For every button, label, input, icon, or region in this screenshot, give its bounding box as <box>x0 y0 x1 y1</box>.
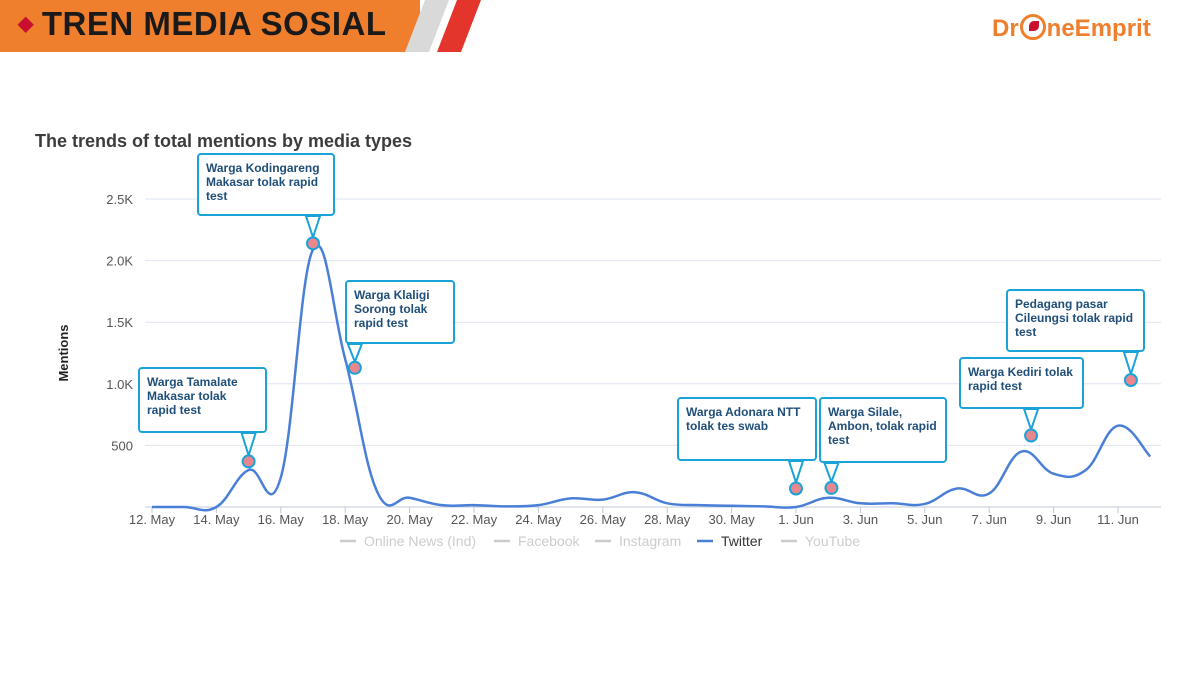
callout-pointer <box>304 215 322 241</box>
callout-box: Warga Adonara NTT tolak tes swab <box>677 397 817 461</box>
x-tick-label: 11. Jun <box>1097 512 1139 527</box>
x-tick-label: 9. Jun <box>1036 512 1071 527</box>
x-tick-label: 5. Jun <box>907 512 942 527</box>
legend-item-label[interactable]: Facebook <box>518 533 580 549</box>
page-title: ◆ TREN MEDIA SOSIAL <box>18 5 387 43</box>
legend-item-label[interactable]: Instagram <box>619 533 681 549</box>
y-tick-labels: 500 1.0K 1.5K 2.0K 2.5K <box>106 192 133 453</box>
x-tick-label: 18. May <box>322 512 369 527</box>
x-tick-label: 3. Jun <box>843 512 878 527</box>
callout-pointer <box>1022 408 1040 433</box>
x-tick-labels: 12. May 14. May 16. May 18. May 20. May 22. M… <box>129 512 1139 527</box>
logo-drone-icon <box>1019 14 1046 40</box>
callout-box: Warga Silale, Ambon, tolak rapid test <box>819 397 947 463</box>
annotation-marker <box>824 480 839 495</box>
annotation-marker <box>347 360 362 375</box>
callout-box: Warga Klaligi Sorong tolak rapid test <box>345 280 455 344</box>
annotation-marker <box>789 481 803 496</box>
x-tick-label: 12. May <box>129 512 176 527</box>
y-tick-label: 500 <box>111 438 133 453</box>
legend-item-label[interactable]: YouTube <box>805 533 860 549</box>
callout-pointer <box>346 343 364 365</box>
page-title-text: TREN MEDIA SOSIAL <box>41 5 387 42</box>
x-tick-label: 30. May <box>708 512 755 527</box>
callout-pointer <box>1122 351 1140 378</box>
logo: Dr neEmprit <box>992 14 1151 43</box>
x-tick-label: 7. Jun <box>971 512 1006 527</box>
x-tick-label: 16. May <box>258 512 305 527</box>
y-tick-label: 1.0K <box>106 377 133 392</box>
x-tick-label: 14. May <box>193 512 240 527</box>
annotation-marker <box>306 236 320 251</box>
series-layer <box>151 244 1152 512</box>
x-tick-label: 1. Jun <box>778 512 813 527</box>
legend-item-label[interactable]: Twitter <box>721 533 763 549</box>
annotation-marker <box>241 454 256 469</box>
callout-box: Pedagang pasar Cileungsi tolak rapid tes… <box>1006 289 1145 352</box>
x-tick-label: 20. May <box>386 512 433 527</box>
callout-box: Warga Tamalate Makasar tolak rapid test <box>138 367 267 433</box>
callout-pointer <box>240 432 257 459</box>
callout-box: Warga Kediri tolak rapid test <box>959 357 1084 409</box>
legend: Online News (Ind) Facebook Instagram Twitte… <box>340 533 860 549</box>
annotation-marker <box>1123 373 1138 388</box>
header-stripes-decoration <box>405 0 481 52</box>
x-tick-label: 26. May <box>580 512 627 527</box>
legend-item-label[interactable]: Online News (Ind) <box>364 533 476 549</box>
diamond-icon: ◆ <box>18 12 34 35</box>
series-line-twitter <box>151 244 1152 512</box>
x-tick-label: 28. May <box>644 512 691 527</box>
callout-pointer <box>822 462 840 485</box>
y-tick-label: 2.5K <box>106 192 133 207</box>
y-tick-label: 1.5K <box>106 315 133 330</box>
x-tick-label: 24. May <box>515 512 562 527</box>
annotation-markers <box>240 215 1140 496</box>
callout-box: Warga Kodingareng Makasar tolak rapid te… <box>197 153 335 216</box>
chart-title: The trends of total mentions by media ty… <box>35 131 413 151</box>
y-tick-label: 2.0K <box>106 254 133 269</box>
y-axis-label: Mentions <box>56 324 71 381</box>
annotation-marker <box>1024 428 1039 443</box>
x-tick-label: 22. May <box>451 512 498 527</box>
logo-text-1: Dr <box>992 15 1019 42</box>
logo-text-2: neEmprit <box>1046 15 1151 42</box>
callout-pointer <box>787 460 805 486</box>
header-band <box>0 0 420 52</box>
